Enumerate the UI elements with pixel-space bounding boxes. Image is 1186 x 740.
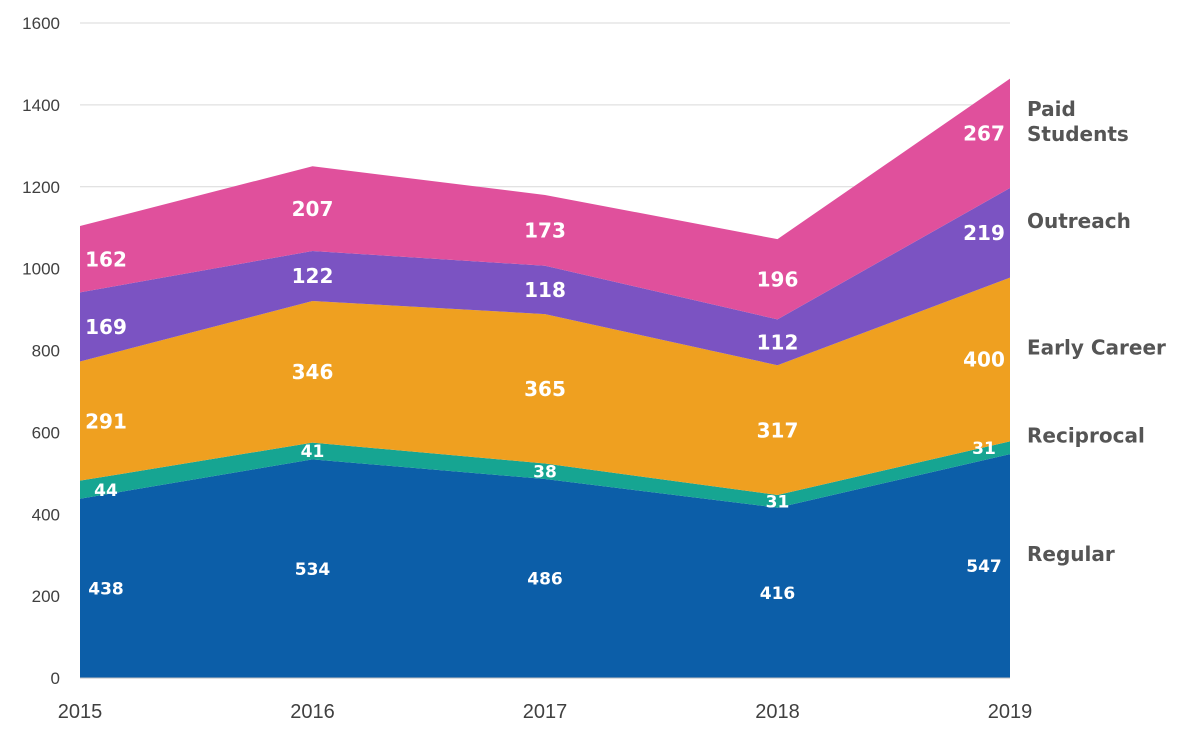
data-label-early-career-2016: 346 xyxy=(292,360,334,384)
legend-item-regular: Regular xyxy=(1027,542,1115,566)
data-label-regular-2018: 416 xyxy=(760,584,796,604)
area-regular xyxy=(80,454,1010,678)
area-reciprocal xyxy=(80,441,1010,508)
series-areas xyxy=(80,78,1010,679)
x-tick-2018: 2018 xyxy=(755,701,800,723)
x-axis-ticks: 2015 2016 2017 2018 2019 xyxy=(58,701,1033,723)
legend-item-early-career: Early Career xyxy=(1027,336,1166,360)
y-tick-1400: 1400 xyxy=(22,96,60,115)
y-tick-1600: 1600 xyxy=(22,14,60,33)
data-label-regular-2016: 534 xyxy=(295,560,331,580)
data-label-reciprocal-2016: 41 xyxy=(301,442,325,462)
legend-item-paid-students: Paid Students xyxy=(1027,97,1129,146)
area-outreach xyxy=(80,187,1010,366)
data-label-paid-students-2019: 267 xyxy=(963,122,1005,146)
area-paid-students xyxy=(80,78,1010,320)
data-label-outreach-2019: 219 xyxy=(963,221,1005,245)
data-label-paid-students-2016: 207 xyxy=(292,197,334,221)
data-label-early-career-2019: 400 xyxy=(963,348,1005,372)
y-tick-800: 800 xyxy=(32,342,60,361)
data-label-early-career-2017: 365 xyxy=(524,377,566,401)
legend-item-reciprocal: Reciprocal xyxy=(1027,424,1145,448)
y-tick-600: 600 xyxy=(32,423,60,442)
data-label-paid-students-2018: 196 xyxy=(757,267,799,291)
data-label-regular-2019: 547 xyxy=(966,557,1002,577)
x-tick-2015: 2015 xyxy=(58,701,103,723)
y-tick-1200: 1200 xyxy=(22,178,60,197)
y-tick-200: 200 xyxy=(32,587,60,606)
data-label-reciprocal-2017: 38 xyxy=(533,462,557,482)
data-label-reciprocal-2015: 44 xyxy=(94,481,118,501)
data-label-outreach-2015: 169 xyxy=(85,315,127,339)
data-label-paid-students-2017: 173 xyxy=(524,219,566,243)
legend: Regular Reciprocal Early Career Outreach Pai… xyxy=(1027,97,1166,566)
data-label-reciprocal-2018: 31 xyxy=(766,492,790,512)
data-label-early-career-2018: 317 xyxy=(757,418,799,442)
data-label-outreach-2016: 122 xyxy=(292,264,334,288)
data-label-paid-students-2015: 162 xyxy=(85,247,127,271)
data-label-outreach-2017: 118 xyxy=(524,278,566,302)
data-labels: 438 534 486 416 547 44 41 38 31 31 291 346 365 317 400… xyxy=(85,122,1005,604)
x-tick-2016: 2016 xyxy=(290,701,335,723)
data-label-early-career-2015: 291 xyxy=(85,409,127,433)
area-early-career xyxy=(80,277,1010,496)
data-label-regular-2015: 438 xyxy=(88,579,124,599)
x-tick-2017: 2017 xyxy=(523,701,568,723)
data-label-regular-2017: 486 xyxy=(527,570,563,590)
x-tick-2019: 2019 xyxy=(988,701,1033,723)
legend-item-outreach: Outreach xyxy=(1027,209,1131,233)
y-tick-1000: 1000 xyxy=(22,260,60,279)
y-axis-ticks: 0 200 400 600 800 1000 1200 1400 1600 xyxy=(22,14,60,688)
data-label-outreach-2018: 112 xyxy=(757,331,799,355)
y-tick-0: 0 xyxy=(51,669,60,688)
y-tick-400: 400 xyxy=(32,505,60,524)
data-label-reciprocal-2019: 31 xyxy=(972,439,996,459)
